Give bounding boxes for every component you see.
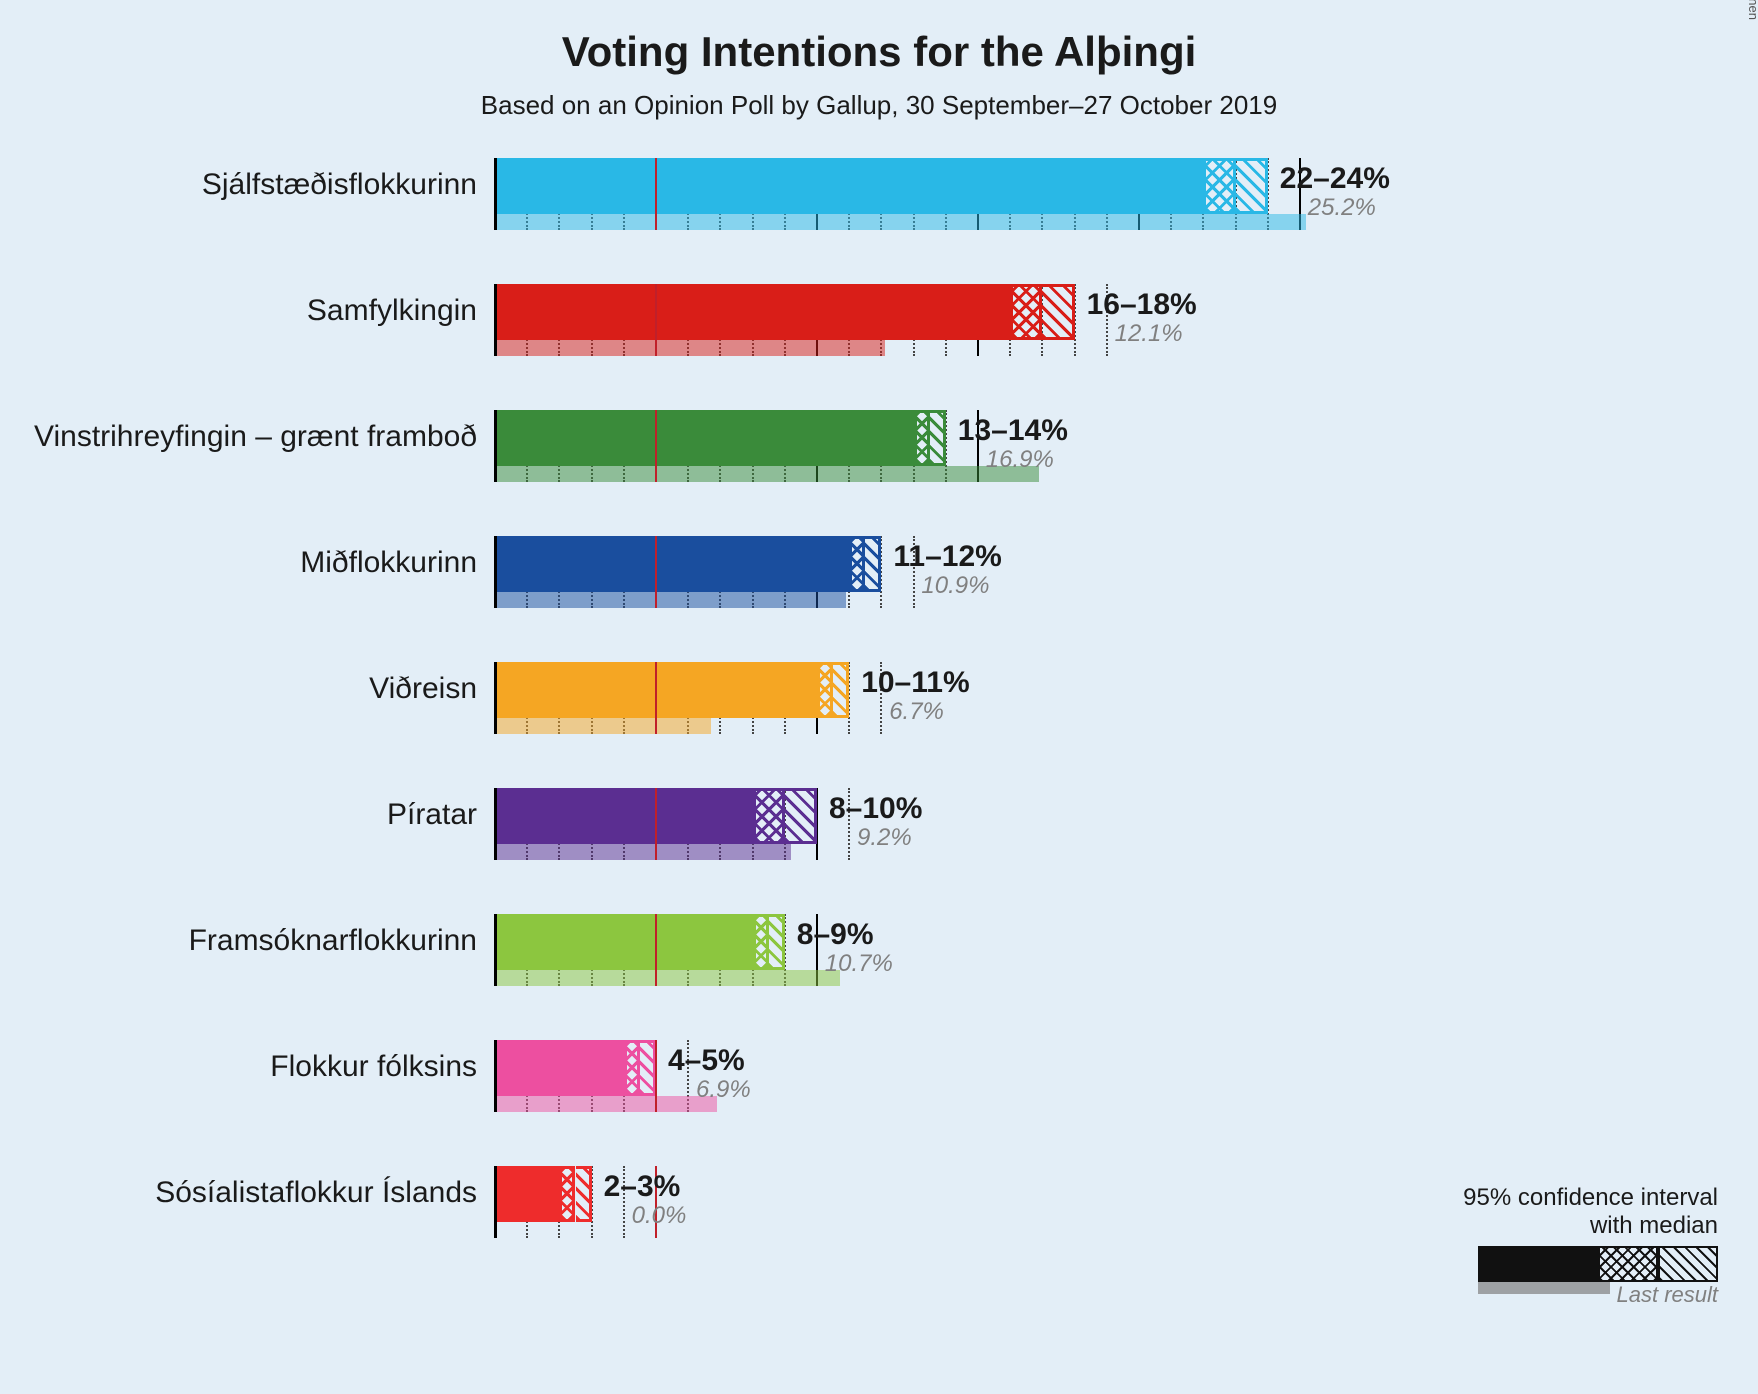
bar-ci-diagonal: [1236, 158, 1268, 214]
bar-last-result: [495, 844, 791, 860]
threshold-line: [655, 788, 657, 860]
bar-ci-diagonal: [865, 536, 881, 592]
bar-last-result: [495, 466, 1039, 482]
legend-title-line2: with median: [1590, 1212, 1718, 1240]
bar-ci-diagonal: [576, 1166, 592, 1222]
party-label: Miðflokkurinn: [0, 546, 477, 580]
party-row: Samfylkingin 16–18%12.1%: [0, 276, 1758, 402]
threshold-line: [655, 914, 657, 986]
bar-ci-diagonal: [833, 662, 849, 718]
value-last: 6.7%: [889, 698, 944, 726]
axis-baseline: [494, 284, 497, 356]
bar-ci-crosshatch: [559, 1166, 575, 1222]
axis-baseline: [494, 1166, 497, 1238]
party-label: Samfylkingin: [0, 294, 477, 328]
bar-last-result: [495, 592, 846, 608]
bar-last-result: [495, 718, 711, 734]
value-range: 8–10%: [829, 792, 922, 826]
value-range: 2–3%: [604, 1170, 681, 1204]
axis-baseline: [494, 914, 497, 986]
legend-last-label: Last result: [1617, 1282, 1719, 1308]
value-range: 10–11%: [861, 666, 969, 700]
bar-solid: [495, 914, 753, 970]
value-range: 16–18%: [1087, 288, 1197, 322]
threshold-line: [655, 410, 657, 482]
value-last: 25.2%: [1308, 194, 1376, 222]
legend-title-line1: 95% confidence interval: [1463, 1184, 1718, 1212]
bar-ci-crosshatch: [1203, 158, 1235, 214]
legend: 95% confidence interval with median Last…: [1398, 1184, 1718, 1354]
bar-ci-diagonal: [785, 788, 817, 844]
copyright-text: © 2020 Filip van Laenen: [1746, 0, 1758, 20]
value-last: 12.1%: [1115, 320, 1183, 348]
value-last: 10.7%: [825, 950, 893, 978]
bar-ci-diagonal: [1042, 284, 1074, 340]
bar-last-result: [495, 214, 1306, 230]
bar-last-result: [495, 970, 840, 986]
party-row: Miðflokkurinn 11–12%10.9%: [0, 528, 1758, 654]
bar-ci-crosshatch: [1010, 284, 1042, 340]
bar-ci-crosshatch: [753, 914, 769, 970]
chart-title: Voting Intentions for the Alþingi: [0, 28, 1758, 76]
chart-subtitle: Based on an Opinion Poll by Gallup, 30 S…: [0, 90, 1758, 121]
value-last: 0.0%: [632, 1202, 687, 1230]
value-range: 11–12%: [893, 540, 1001, 574]
value-range: 8–9%: [797, 918, 874, 952]
value-last: 6.9%: [696, 1076, 751, 1104]
value-last: 10.9%: [921, 572, 989, 600]
party-row: Sjálfstæðisflokkurinn 22–24%25.2%: [0, 150, 1758, 276]
value-last: 16.9%: [986, 446, 1054, 474]
legend-last-bar: [1478, 1282, 1610, 1294]
party-row: Viðreisn 10–11%6.7%: [0, 654, 1758, 780]
bar-solid: [495, 1040, 624, 1096]
bar-ci-diagonal: [930, 410, 946, 466]
party-label: Vinstrihreyfingin – grænt framboð: [0, 420, 477, 454]
party-row: Flokkur fólksins 4–5%6.9%: [0, 1032, 1758, 1158]
threshold-line: [655, 1040, 657, 1112]
value-last: 9.2%: [857, 824, 912, 852]
value-range: 13–14%: [958, 414, 1068, 448]
axis-baseline: [494, 1040, 497, 1112]
axis-baseline: [494, 662, 497, 734]
bar-solid: [495, 788, 753, 844]
axis-baseline: [494, 410, 497, 482]
axis-baseline: [494, 536, 497, 608]
bar-ci-crosshatch: [753, 788, 785, 844]
party-label: Framsóknarflokkurinn: [0, 924, 477, 958]
bar-ci-diagonal: [769, 914, 785, 970]
bar-ci-crosshatch: [624, 1040, 640, 1096]
bar-ci-crosshatch: [849, 536, 865, 592]
party-row: Vinstrihreyfingin – grænt framboð 13–14%1…: [0, 402, 1758, 528]
chart-canvas: Voting Intentions for the Alþingi Based …: [0, 0, 1758, 1394]
bar-chart: Sjálfstæðisflokkurinn 22–24%25.2% Samfylki…: [0, 150, 1758, 1350]
threshold-line: [655, 284, 657, 356]
value-range: 22–24%: [1280, 162, 1390, 196]
bar-solid: [495, 410, 914, 466]
party-row: Píratar 8–10%9.2%: [0, 780, 1758, 906]
party-label: Flokkur fólksins: [0, 1050, 477, 1084]
party-label: Viðreisn: [0, 672, 477, 706]
legend-bar-solid: [1478, 1246, 1598, 1282]
bar-last-result: [495, 340, 885, 356]
axis-baseline: [494, 788, 497, 860]
bar-solid: [495, 1166, 559, 1222]
party-row: Framsóknarflokkurinn 8–9%10.7%: [0, 906, 1758, 1032]
party-label: Sjálfstæðisflokkurinn: [0, 168, 477, 202]
threshold-line: [655, 662, 657, 734]
legend-bar-ci-crosshatch: [1598, 1246, 1658, 1282]
bar-last-result: [495, 1096, 717, 1112]
threshold-line: [655, 536, 657, 608]
bar-solid: [495, 284, 1010, 340]
axis-baseline: [494, 158, 497, 230]
party-label: Píratar: [0, 798, 477, 832]
bar-ci-diagonal: [640, 1040, 656, 1096]
bar-solid: [495, 158, 1203, 214]
threshold-line: [655, 158, 657, 230]
bar-ci-crosshatch: [817, 662, 833, 718]
bar-ci-crosshatch: [914, 410, 930, 466]
legend-bar-ci-diagonal: [1658, 1246, 1718, 1282]
value-range: 4–5%: [668, 1044, 745, 1078]
party-label: Sósíalistaflokkur Íslands: [0, 1176, 477, 1210]
bar-solid: [495, 536, 849, 592]
